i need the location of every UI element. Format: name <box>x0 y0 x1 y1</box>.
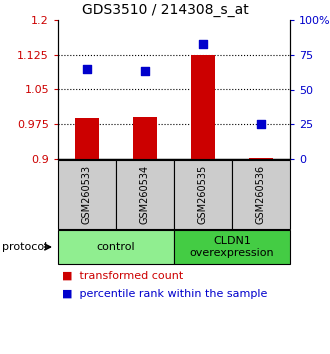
Text: GSM260535: GSM260535 <box>198 165 208 224</box>
Point <box>84 66 90 72</box>
Text: protocol: protocol <box>2 242 47 252</box>
Point <box>258 121 264 127</box>
Bar <box>174 230 290 264</box>
Text: GSM260533: GSM260533 <box>82 165 92 224</box>
Bar <box>191 55 214 159</box>
Bar <box>174 160 232 229</box>
Bar <box>58 160 116 229</box>
Bar <box>75 118 99 159</box>
Text: CLDN1
overexpression: CLDN1 overexpression <box>190 236 274 258</box>
Text: ■  percentile rank within the sample: ■ percentile rank within the sample <box>62 289 267 299</box>
Point <box>142 69 148 74</box>
Bar <box>133 117 157 159</box>
Bar <box>116 160 174 229</box>
Bar <box>58 230 174 264</box>
Point <box>200 41 206 46</box>
Text: GSM260534: GSM260534 <box>140 165 150 224</box>
Text: ■  transformed count: ■ transformed count <box>62 271 183 281</box>
Bar <box>249 158 273 159</box>
Bar <box>232 160 290 229</box>
Text: control: control <box>97 242 135 252</box>
Text: GDS3510 / 214308_s_at: GDS3510 / 214308_s_at <box>82 3 248 17</box>
Text: GSM260536: GSM260536 <box>256 165 266 224</box>
